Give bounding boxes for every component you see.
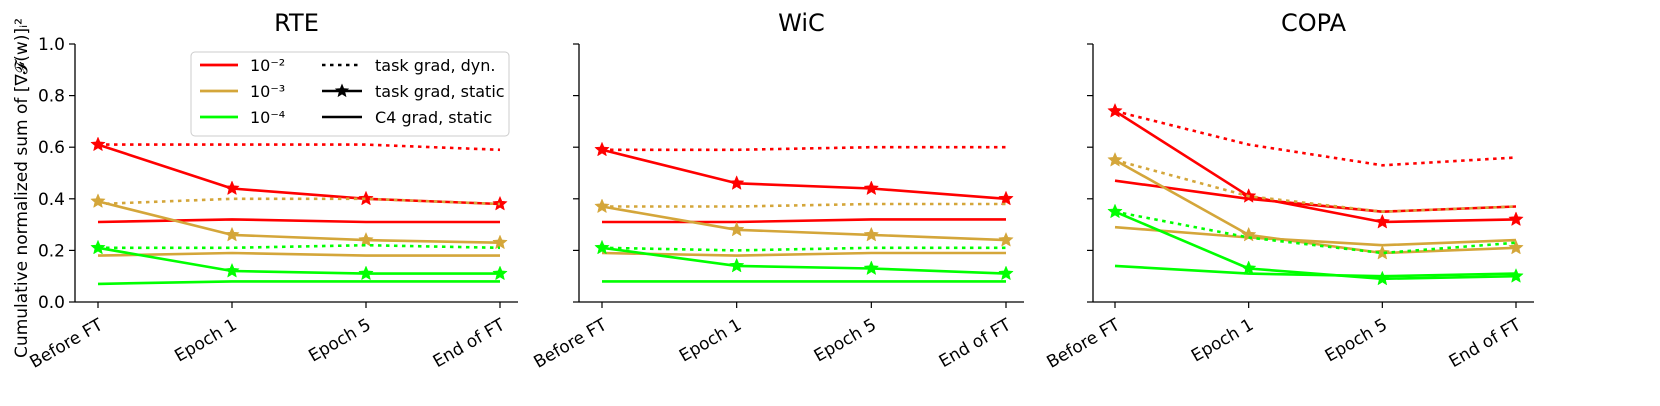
series-line-solid-star (601, 246, 1007, 275)
series-line-solid (601, 251, 1006, 257)
series-line-solid-star (601, 148, 1007, 201)
series-line-solid-star (601, 205, 1007, 242)
y-axis-label: Cumulative normalized sum of [∇𝓕(w)]ᵢ² (12, 18, 32, 358)
x-tick-label: Before FT (530, 315, 611, 373)
data-point-star (998, 231, 1014, 247)
data-point-star (998, 265, 1014, 281)
series-line-dotted (602, 202, 1006, 208)
legend-color-label: 10⁻⁴ (250, 108, 285, 127)
legend-style-label: task grad, dyn. (375, 56, 495, 75)
series-line-solid (97, 251, 500, 257)
data-point-star (90, 193, 106, 208)
data-point-star (492, 234, 508, 250)
data-point-star (1374, 270, 1391, 286)
data-point-star (492, 265, 508, 281)
data-point-star (224, 262, 240, 278)
series-line-solid (1114, 179, 1517, 213)
y-tick-label: 0.0 (38, 293, 65, 313)
data-point-star (1107, 102, 1123, 118)
series-line-dotted (98, 143, 501, 152)
data-point-star (728, 221, 745, 237)
legend: 10⁻² 10⁻³ 10⁻⁴ task grad, dyn. task grad, st… (190, 51, 510, 137)
x-tick-label: Before FT (1043, 315, 1124, 373)
x-tick-label: Before FT (26, 315, 107, 373)
series-line-dotted (97, 197, 501, 206)
series-line-dotted (1114, 109, 1517, 167)
series-line-solid-star (1114, 110, 1517, 224)
data-point-star (998, 190, 1014, 206)
data-point-star (1107, 203, 1123, 219)
series-line-dotted (601, 246, 1006, 252)
data-point-star (224, 180, 240, 196)
x-tick-label: Epoch 5 (305, 315, 374, 366)
chart-panel-copa: COPA Before FT Epoch 1 Epoch 5 End of FT (1043, 9, 1534, 373)
series-line-dotted (98, 243, 501, 250)
x-tick-label: Epoch 5 (1322, 315, 1391, 366)
y-tick-label: 0.2 (38, 241, 65, 261)
data-point-star (728, 257, 745, 273)
data-point-star (1508, 211, 1524, 227)
legend-color-label: 10⁻² (250, 56, 285, 75)
legend-star-marker (334, 83, 350, 98)
data-point-star (728, 175, 745, 190)
legend-color-label: 10⁻³ (250, 82, 285, 101)
data-point-star (1508, 239, 1524, 255)
data-point-star (1107, 151, 1123, 167)
series-line-dotted (602, 145, 1006, 152)
data-point-star (594, 239, 610, 255)
series-line-solid-star (97, 143, 501, 206)
chart-title: RTE (274, 9, 319, 37)
series-line-dotted (1114, 210, 1517, 255)
data-point-star (358, 190, 374, 206)
data-point-star (358, 231, 374, 247)
data-point-star (863, 226, 880, 242)
x-tick-label: Epoch 1 (1188, 315, 1257, 366)
series-line-solid (97, 280, 500, 286)
y-tick-label: 0.8 (38, 87, 65, 107)
y-tick-label: 0.4 (38, 190, 65, 210)
data-point-star (594, 198, 610, 214)
data-point-star (224, 226, 240, 242)
x-tick-label: Epoch 1 (676, 315, 745, 366)
legend-frame (190, 51, 510, 137)
chart-panel-wic: WiC Before FT Epoch 1 Epoch 5 End of FT (530, 9, 1024, 373)
chart-title: WiC (778, 9, 825, 37)
data-point-star (1240, 260, 1257, 276)
data-point-star (358, 265, 374, 281)
x-tick-label: Epoch 1 (171, 315, 240, 366)
legend-style-label: task grad, static (375, 82, 505, 101)
chart-title: COPA (1281, 9, 1347, 37)
data-point-star (863, 260, 880, 276)
data-point-star (1374, 244, 1391, 260)
series-line-solid (1114, 264, 1517, 278)
series-line-solid-star (97, 246, 500, 275)
legend-style-label: C4 grad, static (375, 108, 492, 127)
x-tick-label: End of FT (430, 315, 509, 372)
series-line-solid (1114, 225, 1517, 247)
data-point-star (863, 180, 880, 196)
x-tick-label: End of FT (936, 315, 1015, 372)
y-tick-label: 1.0 (38, 35, 65, 55)
data-point-star (90, 239, 106, 255)
data-point-star (1374, 213, 1391, 229)
series-line-solid (97, 218, 500, 224)
y-tick-label: 0.6 (38, 138, 65, 158)
data-point-star (90, 136, 106, 152)
series-line-solid-star (97, 200, 501, 244)
x-tick-label: End of FT (1446, 315, 1525, 372)
data-point-star (594, 141, 610, 157)
series-line-solid (602, 218, 1006, 224)
x-tick-label: Epoch 5 (811, 315, 880, 366)
data-point-star (1508, 268, 1524, 283)
